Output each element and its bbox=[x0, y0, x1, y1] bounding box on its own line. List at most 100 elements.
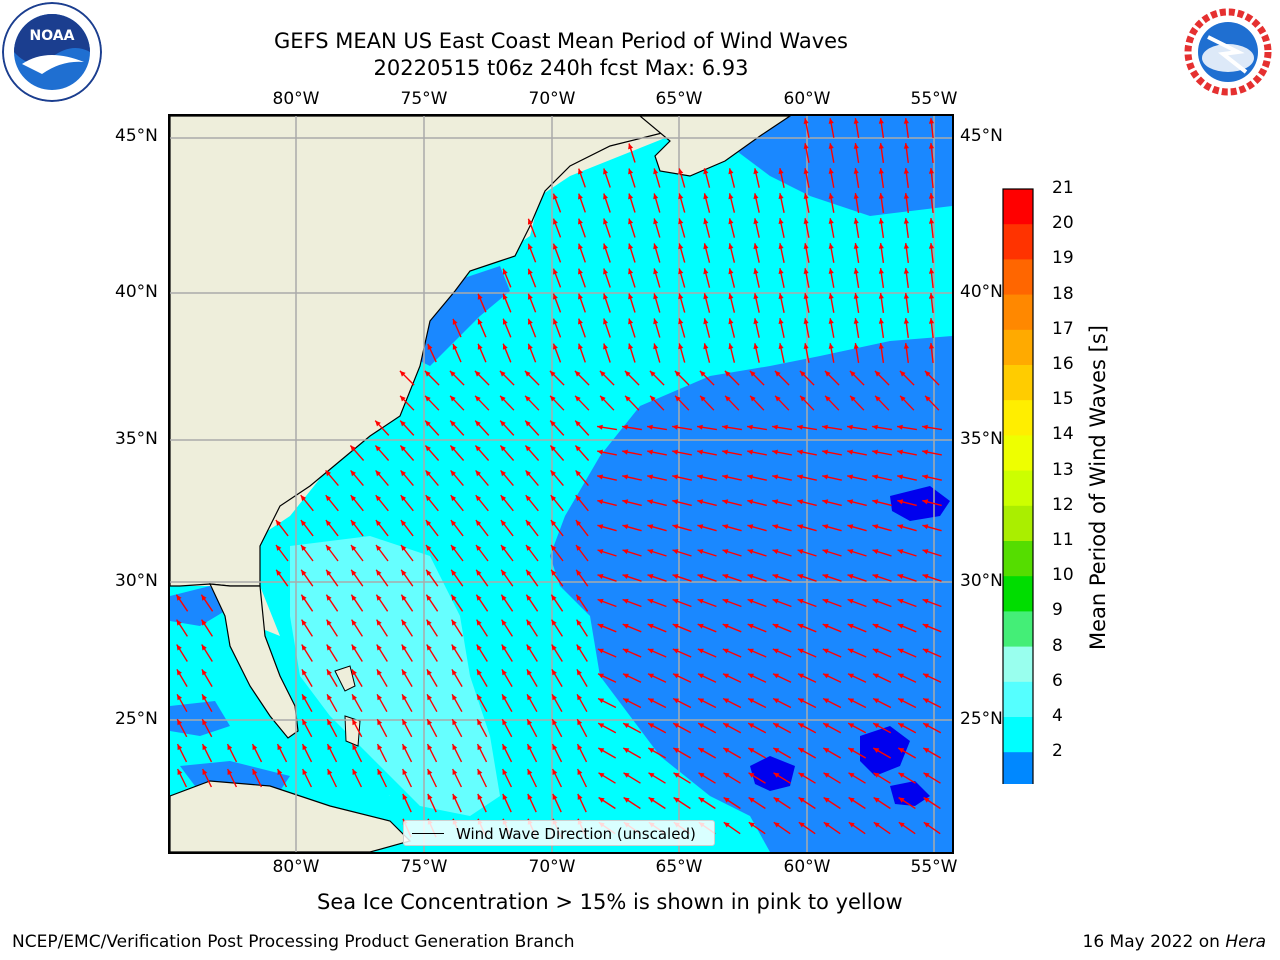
wind-wave-arrowhead bbox=[202, 769, 208, 775]
colorbar-segment bbox=[1003, 365, 1033, 401]
wind-wave-arrowhead bbox=[772, 474, 779, 480]
wind-wave-arrowhead bbox=[773, 698, 780, 704]
wind-wave-arrowhead bbox=[277, 744, 283, 751]
land-maritimes bbox=[639, 116, 792, 177]
wind-wave-arrowhead bbox=[697, 524, 704, 530]
wind-wave-arrowhead bbox=[847, 449, 853, 455]
wind-wave-arrowhead bbox=[853, 243, 859, 249]
wind-wave-arrowhead bbox=[628, 193, 634, 200]
wind-wave-arrowhead bbox=[575, 470, 581, 477]
wind-wave-arrowhead bbox=[672, 474, 679, 480]
wind-wave-arrowhead bbox=[477, 318, 483, 325]
wind-wave-arrowhead bbox=[350, 470, 356, 477]
wind-wave-arrowhead bbox=[897, 623, 904, 629]
wind-wave-arrowhead bbox=[301, 569, 307, 576]
wind-wave-arrowhead bbox=[628, 293, 634, 300]
wind-wave-arrowhead bbox=[873, 723, 880, 729]
wind-wave-arrowhead bbox=[527, 318, 533, 325]
wind-wave-arrowhead bbox=[928, 218, 935, 224]
wind-wave-arrowhead bbox=[928, 293, 935, 299]
wind-wave-arrowhead bbox=[897, 449, 903, 455]
wind-wave-arrowhead bbox=[452, 318, 458, 325]
wind-wave-arrowhead bbox=[326, 669, 332, 676]
wind-wave-arrowhead bbox=[853, 343, 859, 349]
wind-wave-arrowhead bbox=[922, 574, 929, 579]
wind-wave-arrowhead bbox=[597, 574, 604, 579]
ocean-dark-spot bbox=[750, 756, 795, 791]
wind-wave-arrowhead bbox=[728, 268, 734, 275]
wind-wave-arrowhead bbox=[501, 545, 507, 551]
wind-wave-arrowhead bbox=[425, 495, 432, 502]
wind-wave-arrowhead bbox=[873, 772, 880, 778]
wind-wave-arrowhead bbox=[823, 797, 830, 803]
wind-wave-arrowhead bbox=[773, 673, 779, 679]
wind-wave-arrowhead bbox=[928, 343, 935, 349]
wind-wave-arrowhead bbox=[803, 143, 809, 149]
wind-wave-arrowhead bbox=[923, 723, 930, 729]
wind-wave-arrowhead bbox=[847, 623, 854, 629]
wind-wave-arrowhead bbox=[872, 499, 879, 505]
wind-wave-arrowhead bbox=[325, 470, 331, 477]
wind-wave-arrowhead bbox=[578, 218, 583, 225]
wind-wave-arrowhead bbox=[527, 243, 533, 250]
wind-wave-arrowhead bbox=[525, 395, 531, 402]
wind-wave-arrowhead bbox=[928, 243, 935, 249]
wind-wave-arrowhead bbox=[201, 594, 207, 601]
wind-wave-arrowhead bbox=[350, 445, 356, 452]
wind-wave-arrowhead bbox=[603, 293, 608, 300]
wind-wave-arrowhead bbox=[898, 673, 904, 679]
legend-label: Wind Wave Direction (unscaled) bbox=[456, 825, 696, 843]
wind-wave-arrowhead bbox=[898, 748, 905, 753]
wind-wave-arrowhead bbox=[577, 744, 583, 751]
wind-wave-arrowhead bbox=[897, 574, 904, 579]
wind-wave-arrowhead bbox=[773, 748, 780, 753]
wind-wave-arrowhead bbox=[747, 598, 754, 604]
wind-wave-arrowhead bbox=[753, 293, 759, 300]
wind-wave-arrowhead bbox=[647, 549, 654, 555]
wind-wave-arrowhead bbox=[903, 268, 909, 274]
wind-wave-arrowhead bbox=[922, 499, 929, 505]
wind-wave-arrowhead bbox=[401, 619, 407, 626]
wind-wave-arrowhead bbox=[402, 694, 407, 701]
wind-wave-arrowhead bbox=[903, 243, 909, 249]
wind-wave-arrowhead bbox=[778, 218, 784, 224]
wind-wave-arrowhead bbox=[624, 370, 631, 377]
wind-wave-arrowhead bbox=[628, 343, 634, 350]
wind-wave-arrowhead bbox=[502, 719, 508, 726]
wind-wave-arrowhead bbox=[502, 318, 508, 325]
wind-wave-arrowhead bbox=[878, 143, 884, 149]
wind-wave-arrowhead bbox=[723, 822, 730, 828]
wind-wave-arrowhead bbox=[722, 574, 729, 579]
wind-wave-arrowhead bbox=[747, 549, 754, 555]
wind-wave-arrowhead bbox=[722, 648, 729, 654]
wind-wave-arrowhead bbox=[672, 424, 678, 430]
wind-wave-arrowhead bbox=[772, 574, 779, 579]
lat-tick-left: 40°N bbox=[115, 282, 158, 302]
wind-wave-arrowhead bbox=[376, 569, 382, 576]
wind-wave-arrowhead bbox=[922, 449, 928, 455]
wind-wave-arrowhead bbox=[823, 748, 830, 753]
lat-tick-left: 30°N bbox=[115, 571, 158, 591]
wind-wave-arrowhead bbox=[903, 343, 909, 349]
wind-wave-arrowhead bbox=[903, 293, 909, 299]
wind-wave-arrowhead bbox=[603, 318, 608, 325]
wind-wave-arrowhead bbox=[201, 619, 207, 626]
wind-wave-arrowhead bbox=[477, 343, 483, 350]
wind-wave-arrowhead bbox=[922, 549, 929, 555]
wind-wave-arrowhead bbox=[451, 569, 457, 576]
colorbar-segment bbox=[1003, 611, 1033, 648]
wind-wave-arrowhead bbox=[401, 594, 407, 601]
wind-wave-arrowhead bbox=[747, 648, 754, 654]
wind-wave-arrowhead bbox=[653, 293, 659, 300]
wind-wave-arrowhead bbox=[897, 474, 904, 480]
wind-wave-arrowhead bbox=[401, 569, 407, 576]
wind-wave-arrowhead bbox=[849, 370, 856, 377]
wind-wave-arrowhead bbox=[476, 669, 482, 676]
wind-wave-arrowhead bbox=[800, 395, 806, 402]
colorbar-tick-label: 18 bbox=[1052, 283, 1074, 304]
wind-wave-arrowhead bbox=[452, 343, 458, 350]
wind-wave-arrowhead bbox=[753, 193, 759, 200]
wind-wave-arrowhead bbox=[872, 648, 879, 654]
wind-wave-arrowhead bbox=[797, 549, 804, 555]
wind-wave-arrowhead bbox=[698, 723, 705, 729]
